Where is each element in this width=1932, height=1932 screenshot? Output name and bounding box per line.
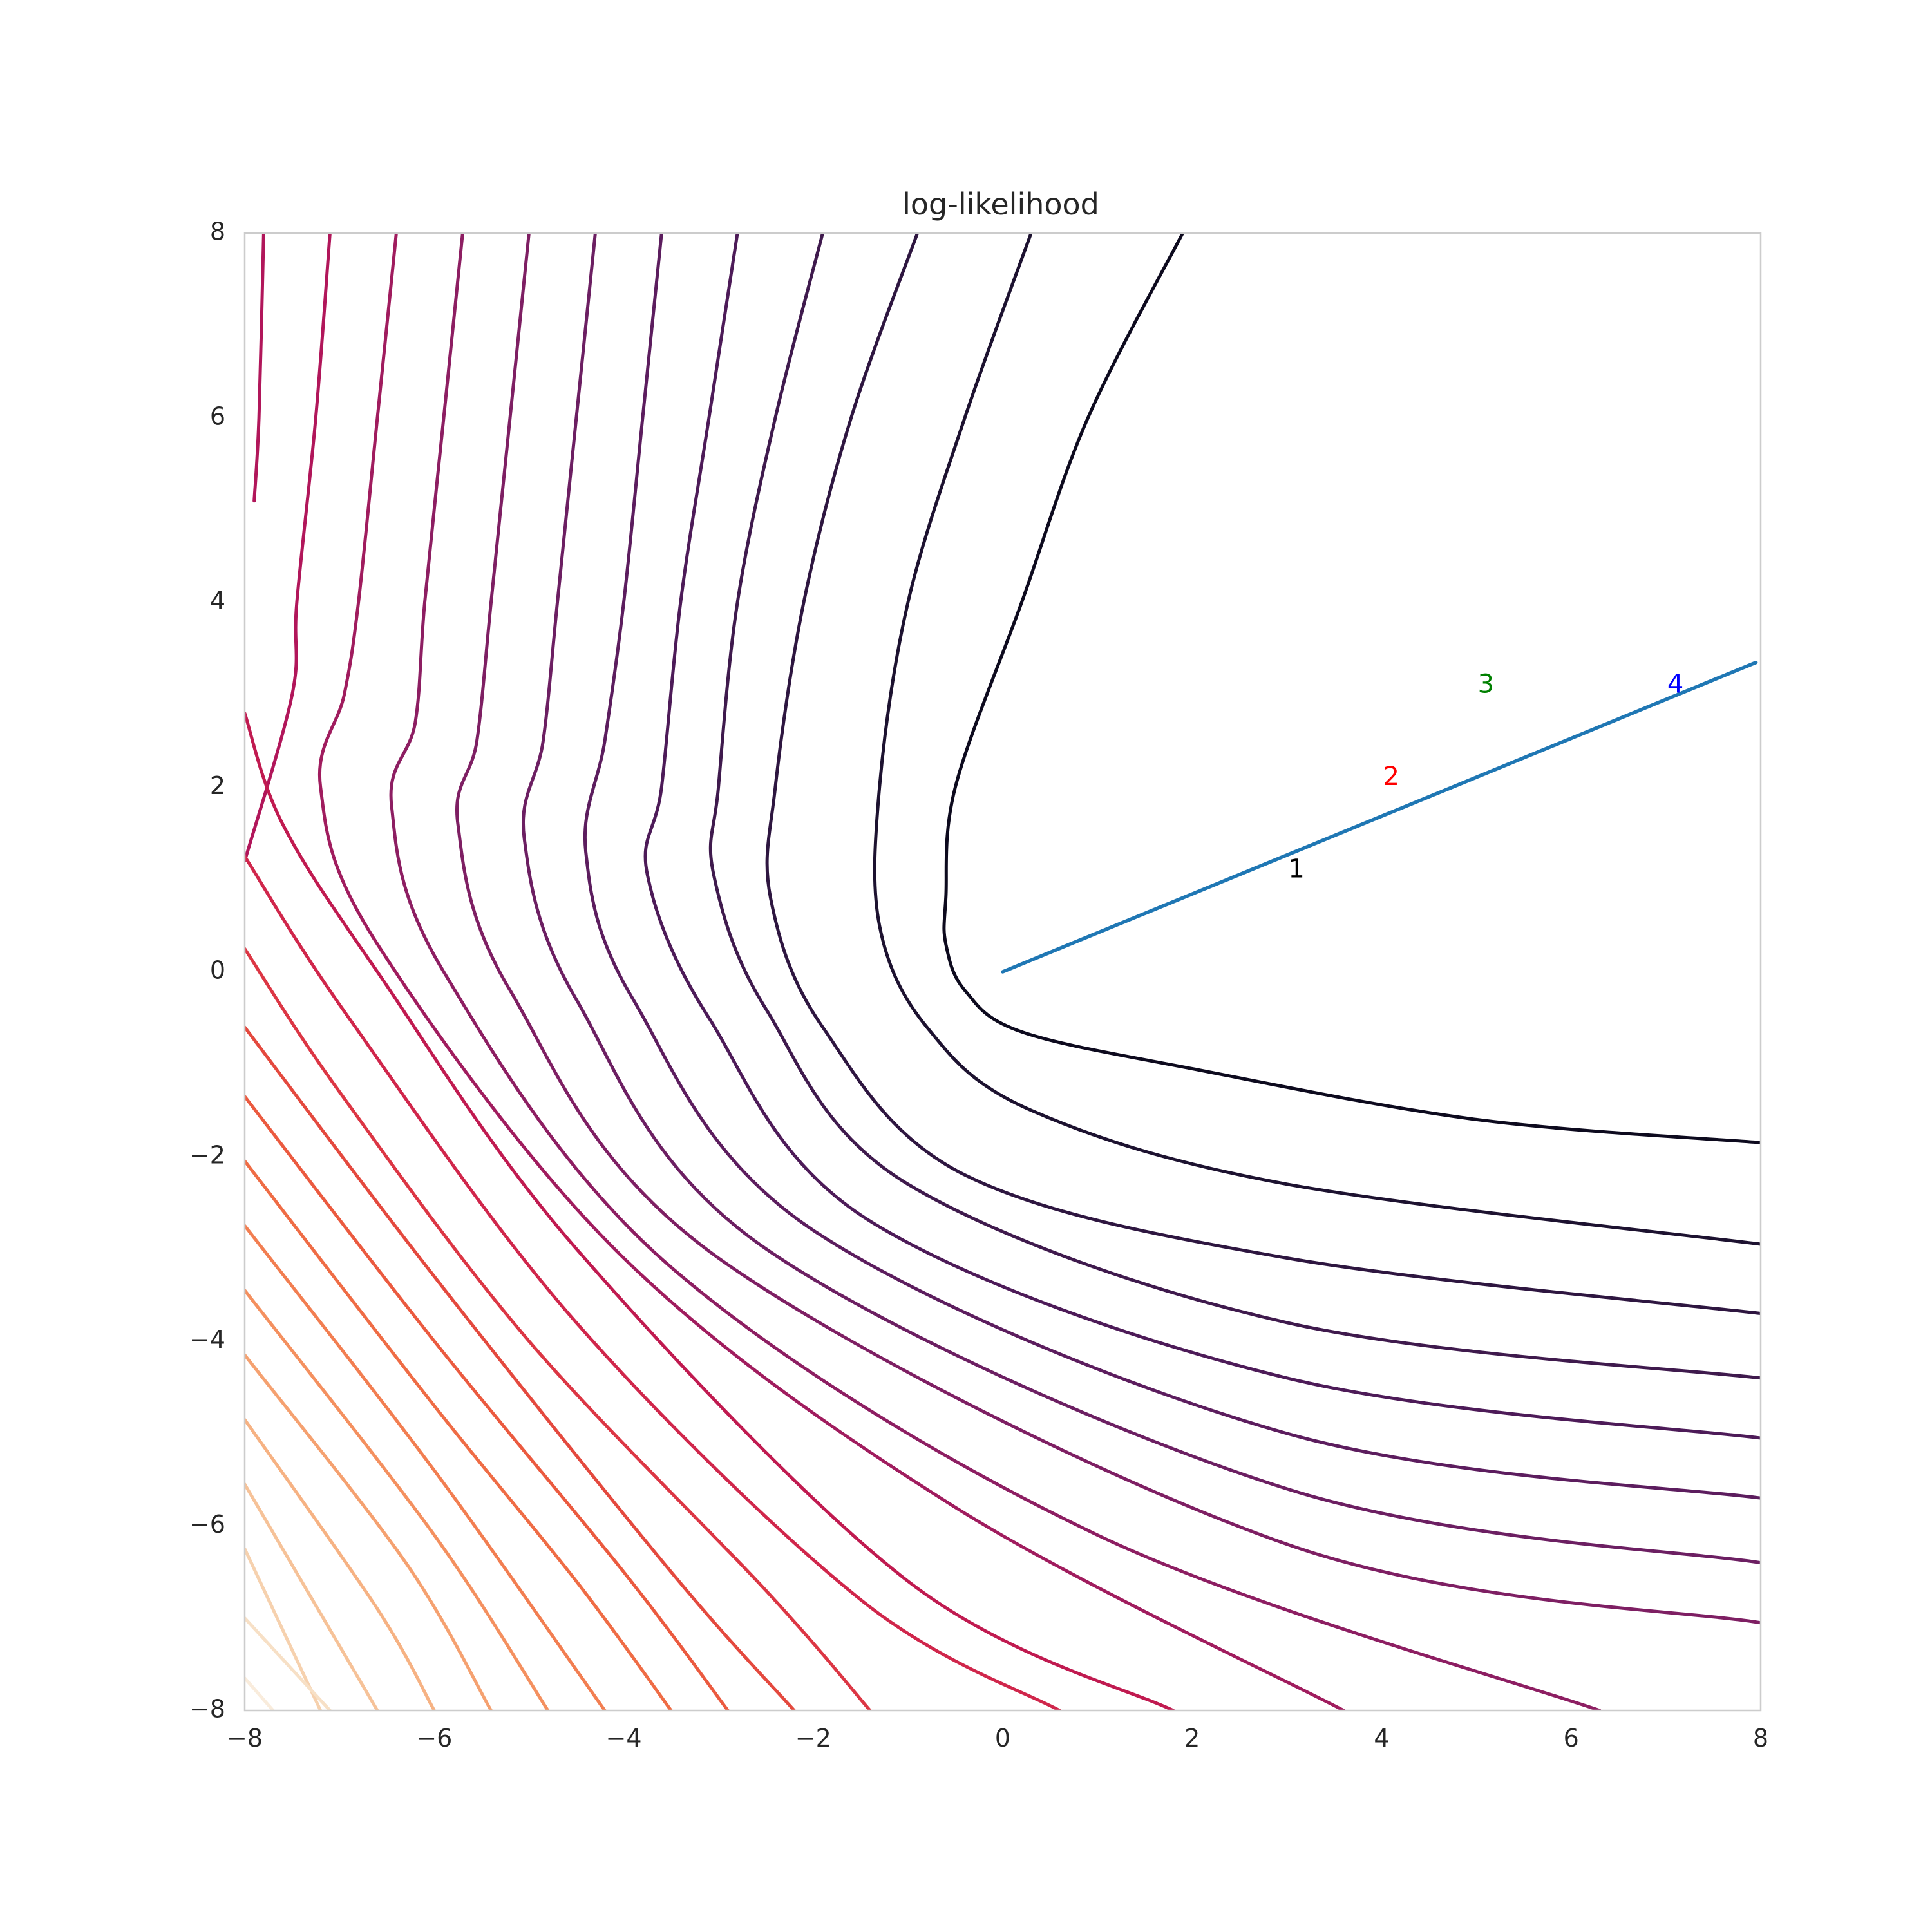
x-tick-label: −2 xyxy=(795,1724,831,1752)
x-tick-label: 8 xyxy=(1753,1724,1768,1752)
y-tick-label: 2 xyxy=(210,772,225,800)
y-tick-label: −2 xyxy=(189,1141,225,1169)
y-tick-label: 6 xyxy=(210,402,225,430)
y-tick-label: −6 xyxy=(189,1510,225,1539)
y-tick-label: 4 xyxy=(210,587,225,615)
x-tick-label: 2 xyxy=(1184,1724,1200,1752)
y-tick-label: 0 xyxy=(210,956,225,985)
iteration-label-3: 3 xyxy=(1478,670,1494,699)
x-tick-label: −6 xyxy=(416,1724,452,1752)
iteration-label-4: 4 xyxy=(1667,670,1683,699)
y-tick-label: −8 xyxy=(189,1695,225,1723)
x-tick-label: 4 xyxy=(1374,1724,1389,1752)
iteration-label-2: 2 xyxy=(1383,762,1399,791)
x-tick-label: 6 xyxy=(1564,1724,1579,1752)
x-tick-label: −8 xyxy=(227,1724,263,1752)
iteration-label-1: 1 xyxy=(1288,854,1304,884)
y-tick-label: 8 xyxy=(210,218,225,246)
y-tick-label: −4 xyxy=(189,1325,225,1354)
chart-title: log-likelihood xyxy=(902,187,1099,222)
x-tick-label: −4 xyxy=(605,1724,641,1752)
x-tick-label: 0 xyxy=(995,1724,1010,1752)
